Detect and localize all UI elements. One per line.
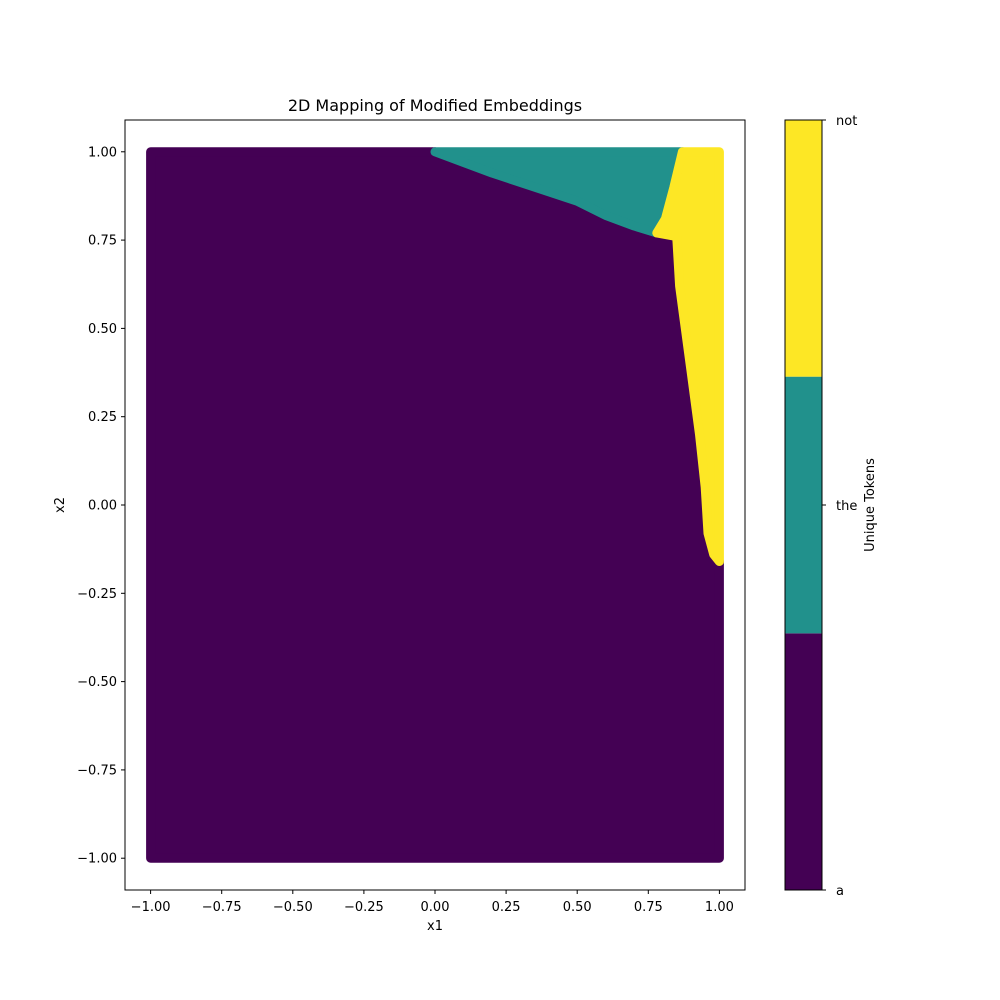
colorbar-segment-not [785,120,822,377]
plot-area: −1.00 −0.75 −0.50 −0.25 0.00 0.25 0.50 0.75 1.00… [77,119,746,915]
x-tick-label: −1.00 [131,900,171,915]
y-tick-label: 0.75 [88,234,117,249]
y-tick-label: −1.00 [77,852,117,867]
y-tick-label: −0.25 [77,587,117,602]
y-tick-label: 0.50 [88,322,117,337]
x-tick-label: 0.75 [634,900,663,915]
y-tick-label: −0.50 [77,675,117,690]
x-tick-label: 0.25 [492,900,521,915]
x-tick-label: 0.50 [563,900,592,915]
colorbar-tick-label: not [836,114,857,129]
x-axis: −1.00 −0.75 −0.50 −0.25 0.00 0.25 0.50 0.75 1.00 [131,890,734,915]
x-tick-label: 1.00 [705,900,734,915]
colorbar-label: Unique Tokens [863,458,878,552]
scatter-regions [146,147,724,863]
scatter-region-not [652,147,724,566]
y-axis: −1.00 −0.75 −0.50 −0.25 0.00 0.25 0.50 0.75 1.00 [77,145,125,867]
y-axis-label: x2 [53,497,68,513]
y-tick-label: −0.75 [77,763,117,778]
scatter-region-a [146,147,724,863]
colorbar-segment-the [785,376,822,634]
colorbar-tick-label: the [836,499,857,514]
y-tick-label: 0.25 [88,410,117,425]
colorbar-segment-a [785,633,822,890]
y-tick-label: 1.00 [88,145,117,160]
y-tick-label: 0.00 [88,499,117,514]
colorbar: a the not [784,114,857,899]
x-axis-label: x1 [427,919,443,934]
x-tick-label: −0.25 [344,900,384,915]
chart-title: 2D Mapping of Modified Embeddings [288,96,582,115]
x-tick-label: −0.75 [202,900,242,915]
colorbar-tick-label: a [836,884,844,899]
x-tick-label: −0.50 [273,900,313,915]
x-tick-label: 0.00 [421,900,450,915]
